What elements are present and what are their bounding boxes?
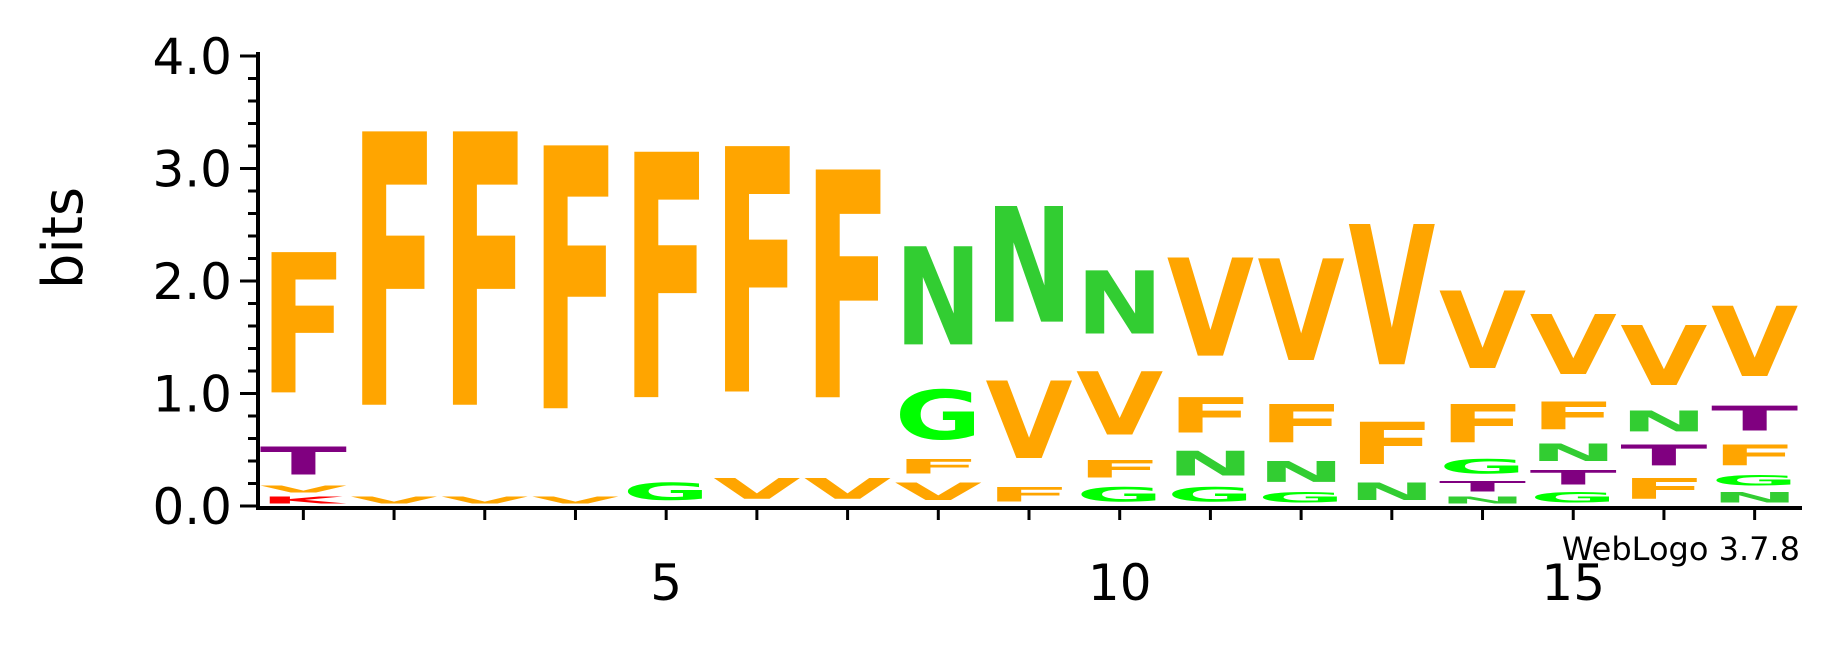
logo-letter-G-pos-15: G <box>1530 489 1617 506</box>
logo-letter-F-pos-3: F <box>441 58 528 495</box>
logo-letter-N-pos-9: N <box>985 174 1072 360</box>
logo-letter-N-pos-10: N <box>1076 253 1163 354</box>
logo-letter-N-pos-11: N <box>1167 445 1254 484</box>
logo-letter-T-pos-16: T <box>1620 439 1707 473</box>
y-axis-label: bits <box>31 187 96 289</box>
logo-letter-F-pos-1: F <box>260 216 347 439</box>
logo-letter-V-pos-7: V <box>804 473 892 506</box>
y-tick-label: 3.0 <box>152 141 232 199</box>
logo-letter-F-pos-11: F <box>1167 388 1254 444</box>
y-tick-label: 0.0 <box>152 478 232 536</box>
logo-letter-V-pos-3: V <box>441 495 528 506</box>
logo-letter-V-pos-11: V <box>1167 232 1254 388</box>
logo-letter-G-pos-17: G <box>1711 472 1798 489</box>
logo-letter-F-pos-13: F <box>1348 411 1435 478</box>
logo-letter-F-pos-15: F <box>1530 394 1617 439</box>
x-axis: 5 10 15 <box>256 506 1802 612</box>
logo-letter-V-pos-2: V <box>351 495 438 506</box>
logo-letter-N-pos-12: N <box>1258 456 1345 490</box>
logo-letter-F-pos-2: F <box>351 58 438 495</box>
x-tick-label: 15 <box>1541 554 1605 612</box>
logo-letter-V-pos-16: V <box>1620 310 1707 405</box>
logo-letter-G-pos-10: G <box>1076 483 1163 505</box>
logo-letter-V-pos-10: V <box>1076 354 1163 455</box>
logo-letter-N-pos-13: N <box>1348 478 1435 506</box>
logo-letter-F-pos-10: F <box>1076 455 1163 483</box>
logo-letter-V-pos-4: V <box>532 495 619 506</box>
y-tick-label: 4.0 <box>152 28 232 86</box>
logo-letter-T-pos-15: T <box>1530 467 1617 490</box>
logo-letter-F-pos-17: F <box>1711 438 1798 472</box>
logo-letter-N-pos-15: N <box>1530 439 1617 467</box>
logo-letter-V-pos-15: V <box>1530 299 1617 394</box>
logo-letter-V-pos-12: V <box>1258 230 1345 393</box>
logo-letter-V-pos-1: V <box>260 484 347 495</box>
logo-letter-T-pos-1: T <box>260 439 347 483</box>
x-tick-label: 10 <box>1088 554 1152 612</box>
logo-letter-F-pos-4: F <box>532 74 619 494</box>
logo-letter-V-pos-6: V <box>713 473 801 506</box>
logo-letter-N-pos-8: N <box>895 220 982 377</box>
logo-letter-F-pos-9: F <box>985 484 1072 506</box>
logo-letter-F-pos-16: F <box>1620 472 1707 506</box>
y-axis: 0.0 1.0 2.0 3.0 4.0 <box>152 28 260 536</box>
logo-letter-F-pos-7: F <box>804 108 891 472</box>
logo-letter-N-pos-16: N <box>1620 405 1707 439</box>
logo-letter-V-pos-17: V <box>1711 287 1798 399</box>
logo-letter-F-pos-5: F <box>623 86 710 477</box>
logo-letter-F-pos-6: F <box>713 81 800 472</box>
logo-letter-K-pos-1: K <box>260 495 347 506</box>
logo-letter-T-pos-17: T <box>1711 399 1799 438</box>
logo-letter-N-pos-17: N <box>1711 489 1798 506</box>
logo-letter-F-pos-14: F <box>1439 394 1526 456</box>
y-tick-label: 1.0 <box>152 366 232 424</box>
logo-letter-N-pos-14: N <box>1439 495 1526 506</box>
logo-letter-G-pos-5: G <box>623 478 710 506</box>
logo-letter-T-pos-14: T <box>1439 478 1526 495</box>
y-tick-label: 2.0 <box>152 253 232 311</box>
logo-letter-V-pos-8: V <box>895 478 982 506</box>
x-tick-label: 5 <box>650 554 682 612</box>
logo-letter-F-pos-8: F <box>895 456 982 478</box>
logo-letter-V-pos-13: V <box>1348 187 1435 410</box>
logo-letter-G-pos-8: G <box>895 377 982 455</box>
logo-letter-V-pos-14: V <box>1439 270 1526 393</box>
logo-letter-V-pos-9: V <box>985 360 1072 483</box>
logo-letter-G-pos-14: G <box>1439 455 1526 477</box>
weblogo-credit: WebLogo 3.7.8 <box>1562 530 1800 568</box>
logo-letter-G-pos-11: G <box>1167 483 1254 505</box>
logo-letter-F-pos-12: F <box>1258 394 1345 456</box>
logo-letter-G-pos-12: G <box>1258 489 1345 506</box>
